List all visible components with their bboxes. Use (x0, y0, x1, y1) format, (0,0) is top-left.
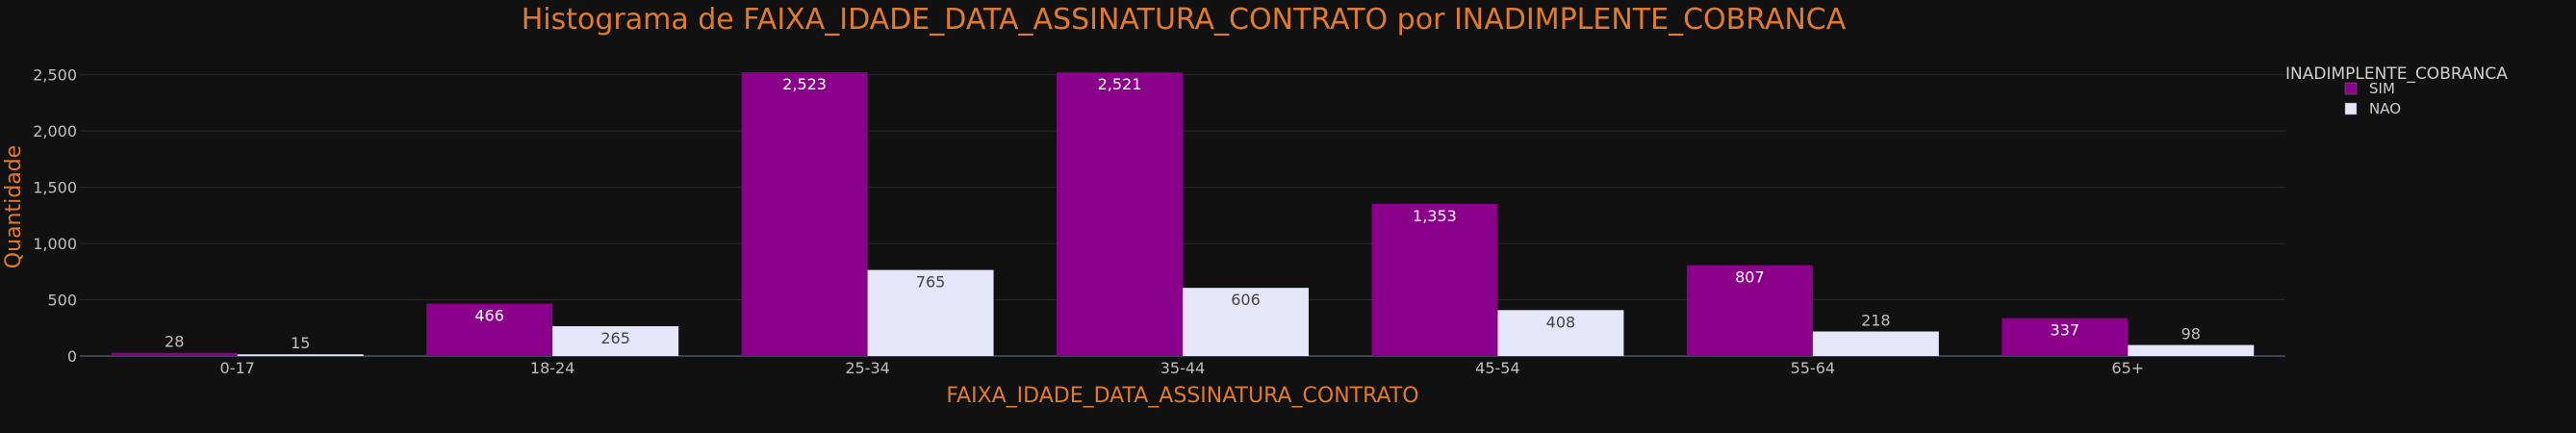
bar-data-label: 765 (916, 273, 946, 292)
y-tick-label: 1,000 (33, 235, 77, 253)
legend-item-label[interactable]: SIM (2369, 80, 2395, 97)
x-tick-label: 25-34 (845, 359, 890, 377)
x-tick-label: 0-17 (220, 359, 255, 377)
tick-labels: 0 500 1,000 1,500 2,000 2,500 0-17 18-24 25-34 35… (33, 66, 2144, 377)
y-tick-label: 500 (47, 292, 77, 310)
bar-data-label: 466 (474, 307, 504, 325)
bar-nao[interactable] (552, 326, 679, 356)
x-tick-label: 35-44 (1160, 359, 1206, 377)
bar-sim[interactable] (741, 72, 868, 356)
legend-item-label[interactable]: NAO (2369, 100, 2401, 117)
legend: INADIMPLENTE_COBRANCA SIM NAO (2285, 64, 2508, 117)
bar-sim[interactable] (1686, 265, 1813, 356)
x-tick-label: 45-54 (1475, 359, 1520, 377)
legend-swatch-nao[interactable] (2344, 102, 2358, 115)
bar-data-label: 807 (1735, 268, 1765, 287)
y-tick-label: 2,500 (33, 66, 77, 85)
x-tick-label: 55-64 (1791, 359, 1836, 377)
bar-sim[interactable] (1057, 72, 1183, 356)
bar-nao[interactable] (237, 354, 364, 356)
bar-data-label: 606 (1231, 291, 1261, 309)
y-tick-label: 0 (67, 347, 77, 366)
y-tick-label: 2,000 (33, 122, 77, 140)
bar-data-label: 337 (2051, 321, 2080, 340)
x-tick-label: 18-24 (530, 359, 575, 377)
bar-sim[interactable] (2002, 318, 2129, 356)
x-axis-title: FAIXA_IDADE_DATA_ASSINATURA_CONTRATO (946, 384, 1418, 408)
data-labels: 28 15 466 265 2,523 765 2,521 606 1,353 408 807 218… (165, 75, 2201, 352)
y-axis-title: Quantidade (2, 145, 26, 268)
bar-sim[interactable] (111, 352, 238, 356)
bar-data-label: 265 (600, 329, 630, 347)
bar-nao[interactable] (1497, 310, 1624, 356)
bar-nao[interactable] (2128, 344, 2255, 356)
bar-nao[interactable] (867, 269, 994, 356)
legend-title: INADIMPLENTE_COBRANCA (2285, 64, 2508, 84)
bar-data-label: 408 (1546, 313, 1576, 331)
bar-data-label: 98 (2181, 325, 2201, 344)
bar-sim[interactable] (426, 303, 553, 356)
bar-data-label: 15 (291, 334, 310, 352)
x-tick-label: 65+ (2111, 359, 2144, 377)
y-tick-label: 1,500 (33, 179, 77, 197)
bar-data-label: 28 (165, 333, 184, 351)
bars (111, 72, 2255, 356)
bar-nao[interactable] (1812, 331, 1939, 356)
bar-nao[interactable] (1183, 288, 1309, 356)
bar-data-label: 1,353 (1413, 207, 1457, 225)
bar-data-label: 2,521 (1098, 75, 1142, 93)
bar-sim[interactable] (1371, 203, 1498, 356)
chart-title: Histograma de FAIXA_IDADE_DATA_ASSINATUR… (522, 3, 1847, 37)
bar-data-label: 2,523 (782, 75, 827, 93)
bar-data-label: 218 (1861, 312, 1891, 330)
legend-swatch-sim[interactable] (2344, 82, 2358, 95)
